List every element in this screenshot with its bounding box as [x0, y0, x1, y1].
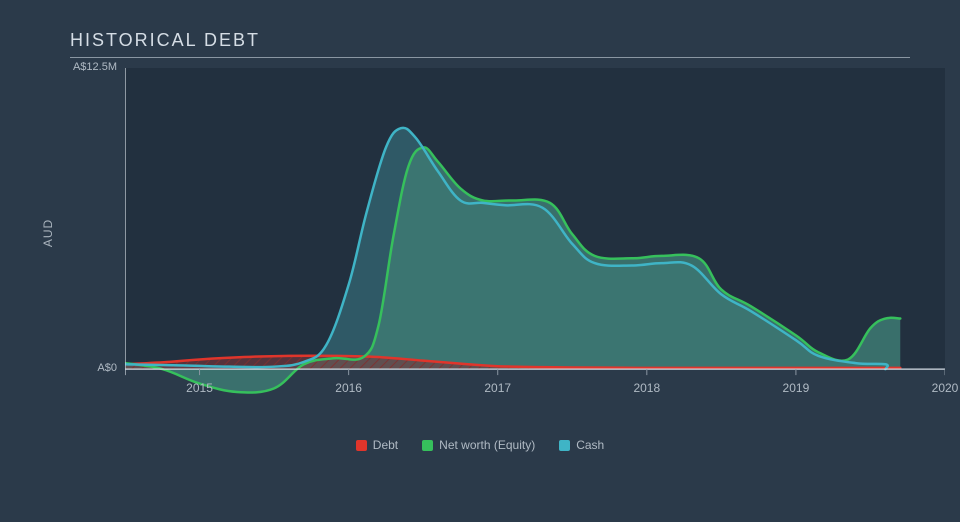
chart-wrap: AUD A$0A$12.5M201520162017201820192020: [70, 68, 910, 398]
x-tick-label: 2015: [186, 381, 213, 395]
area-chart: [125, 68, 945, 398]
chart-container: HISTORICAL DEBT AUD A$0 A$12.5M 2015 2016 20…: [0, 0, 960, 522]
y-tick-label: A$0: [70, 362, 117, 374]
x-tick-label: 2016: [335, 381, 362, 395]
legend: Debt Net worth (Equity) Cash: [40, 438, 920, 454]
legend-label: Debt: [373, 438, 398, 452]
cash-swatch-icon: [559, 440, 570, 451]
equity-swatch-icon: [422, 440, 433, 451]
x-tick-label: 2018: [633, 381, 660, 395]
y-axis-label: AUD: [41, 219, 55, 247]
legend-item-cash[interactable]: Cash: [559, 438, 604, 452]
y-tick-label: A$12.5M: [70, 61, 117, 73]
legend-label: Cash: [576, 438, 604, 452]
debt-swatch-icon: [356, 440, 367, 451]
legend-label: Net worth (Equity): [439, 438, 535, 452]
title-underline: [70, 57, 910, 58]
legend-item-debt[interactable]: Debt: [356, 438, 398, 452]
chart-title: HISTORICAL DEBT: [70, 30, 920, 51]
legend-item-equity[interactable]: Net worth (Equity): [422, 438, 535, 452]
x-tick-label: 2019: [783, 381, 810, 395]
x-tick-label: 2017: [484, 381, 511, 395]
x-tick-label: 2020: [932, 381, 959, 395]
